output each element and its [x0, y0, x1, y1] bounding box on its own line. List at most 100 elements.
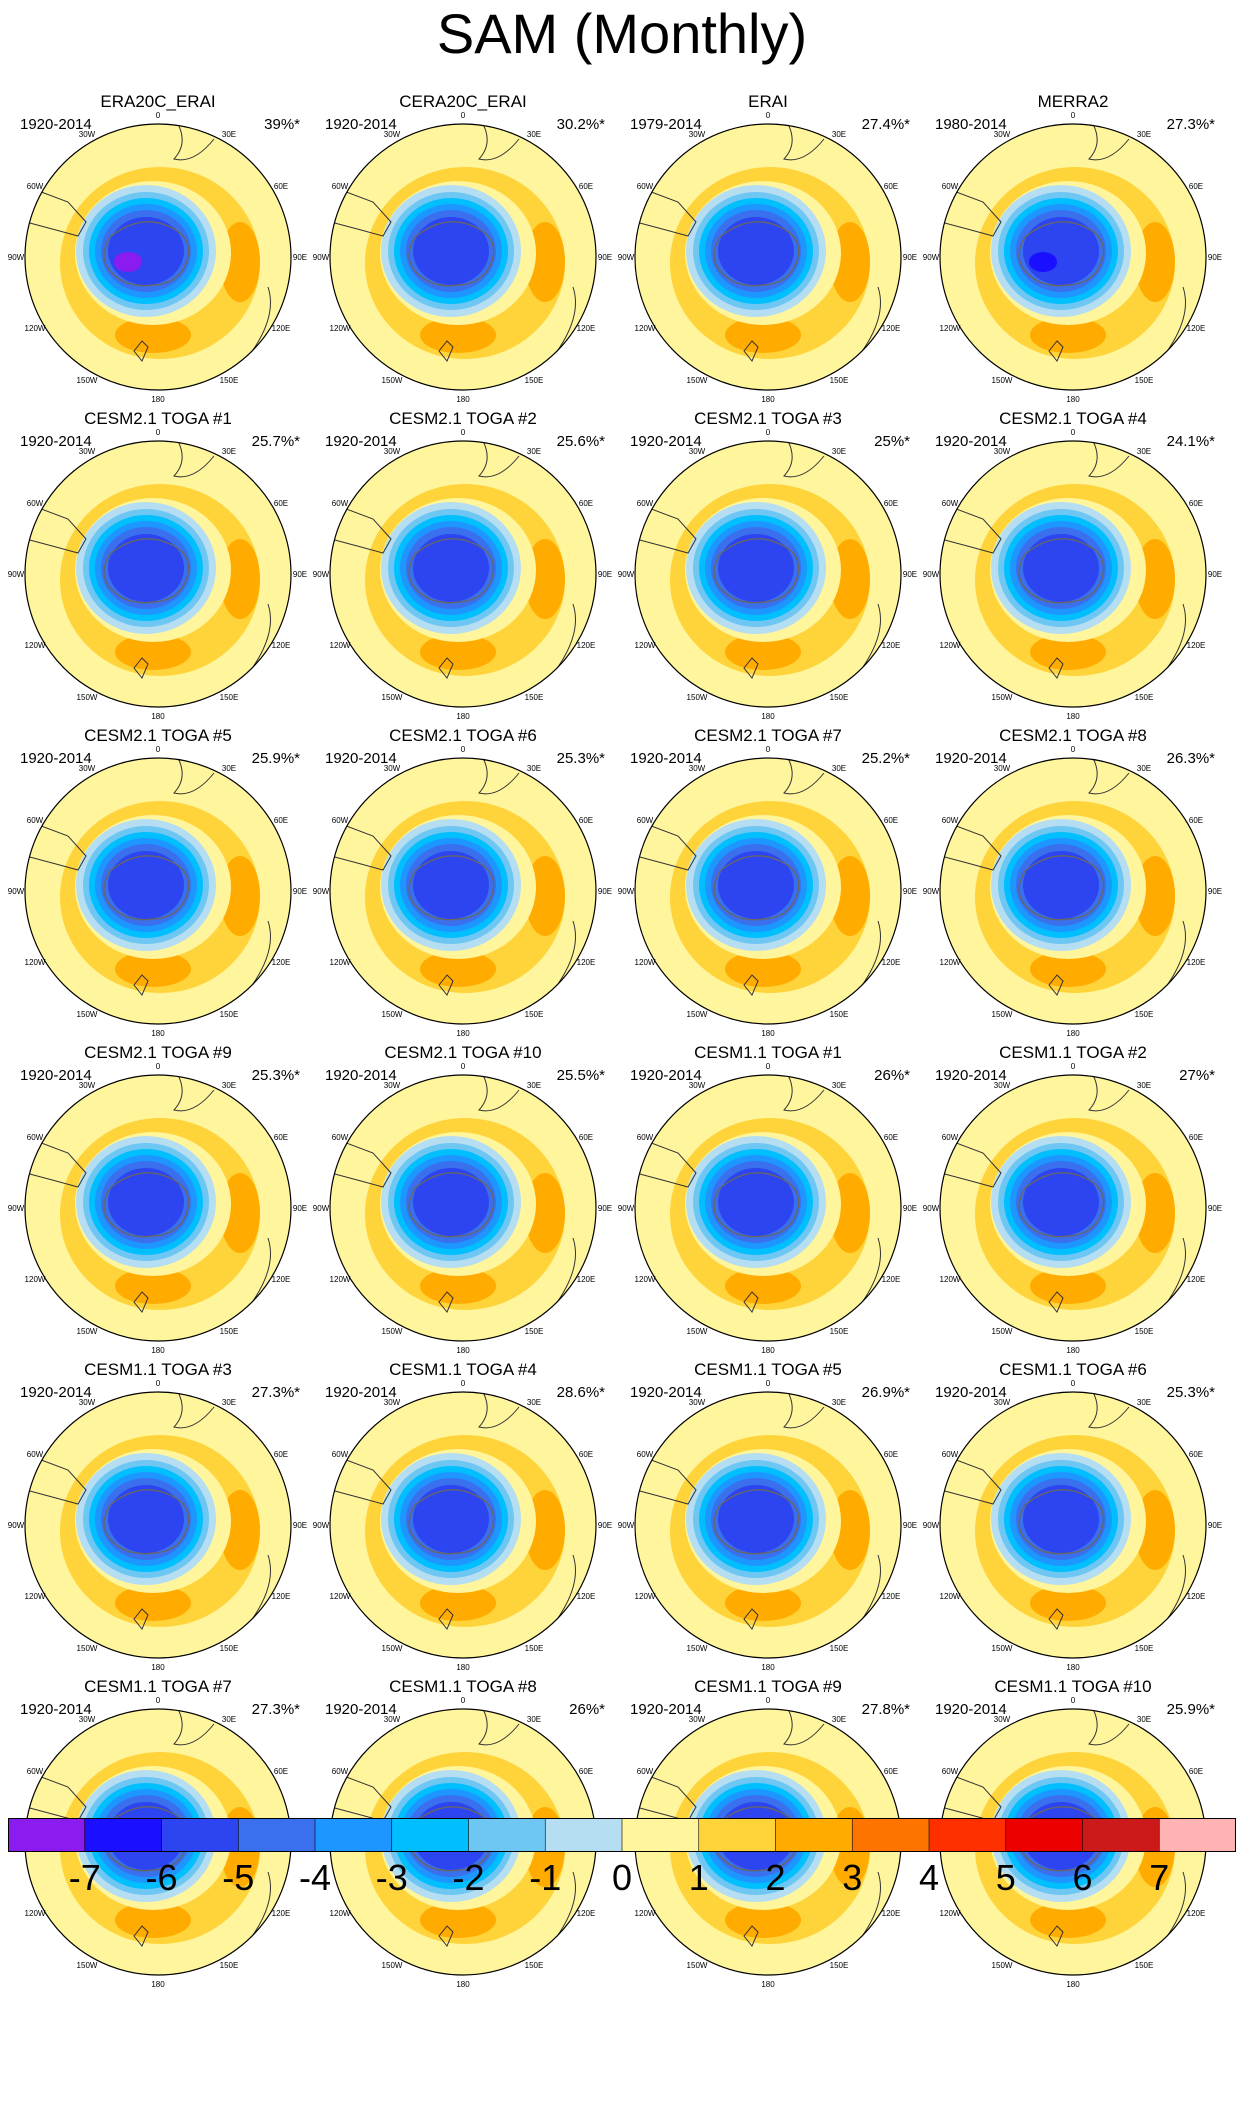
longitude-label: 30E	[527, 447, 541, 456]
longitude-label: 30E	[832, 1715, 846, 1724]
longitude-label: 0	[1071, 1380, 1076, 1388]
longitude-label: 30W	[689, 130, 706, 139]
longitude-label: 120W	[330, 1592, 351, 1601]
longitude-label: 30W	[384, 1398, 401, 1407]
panel-title: CESM2.1 TOGA #6	[389, 726, 537, 745]
map-panel: CESM2.1 TOGA #6 1920-2014 25.3%* 0 30E 60E 90E…	[313, 726, 613, 1046]
longitude-label: 0	[156, 1697, 161, 1705]
longitude-label: 120E	[577, 1592, 596, 1601]
longitude-label: 30E	[222, 764, 236, 773]
africa-coast	[783, 124, 825, 161]
longitude-label: 60E	[884, 499, 898, 508]
longitude-label: 30E	[832, 764, 846, 773]
longitude-label: 30E	[222, 447, 236, 456]
panel-period: 1920-2014	[630, 1384, 702, 1401]
map-frame	[24, 123, 292, 391]
panel-variance: 27.3%*	[251, 1384, 300, 1401]
positive-lobe-south	[725, 951, 801, 987]
longitude-label: 90E	[293, 570, 307, 579]
panel-variance: 24.1%*	[1166, 433, 1215, 450]
longitude-label: 120E	[577, 1909, 596, 1918]
colorbar-swatch	[391, 1818, 469, 1852]
colorbar-swatch	[622, 1818, 700, 1852]
longitude-label: 150W	[687, 1961, 708, 1970]
longitude-label: 180	[761, 1663, 775, 1672]
antarctica-outline	[713, 538, 800, 604]
africa-coast	[478, 441, 520, 478]
colorbar-swatch	[1159, 1818, 1236, 1852]
longitude-label: 120E	[1187, 958, 1206, 967]
polar-map: 0 30E 60E 90E 120E 150E 180 150W 120W 90W 60W 30W	[313, 112, 612, 404]
longitude-label: 120E	[577, 958, 596, 967]
map-frame	[24, 440, 292, 708]
longitude-label: 150W	[382, 693, 403, 702]
longitude-label: 60E	[1189, 182, 1203, 191]
panel-variance: 25.7%*	[251, 433, 300, 450]
africa-coast	[783, 1075, 825, 1112]
longitude-label: 90W	[313, 1204, 330, 1213]
longitude-label: 120W	[635, 958, 656, 967]
longitude-label: 90E	[903, 1204, 917, 1213]
longitude-label: 60E	[884, 182, 898, 191]
sam-pattern	[635, 124, 901, 390]
longitude-label: 150W	[77, 1327, 98, 1336]
longitude-label: 60W	[332, 182, 349, 191]
longitude-label: 90W	[8, 253, 25, 262]
longitude-label: 60E	[579, 499, 593, 508]
panel-variance: 25.9%*	[1166, 1701, 1215, 1718]
longitude-label: 60W	[332, 1133, 349, 1142]
longitude-label: 150E	[220, 693, 239, 702]
panel-period: 1920-2014	[325, 1384, 397, 1401]
colorbar-swatch	[468, 1818, 546, 1852]
map-panel: MERRA2 1980-2014 27.3%* 0 30E 60E 90E 120E 150E 1…	[923, 92, 1223, 412]
positive-lobe-south	[420, 1902, 496, 1938]
antarctica-outline	[713, 855, 800, 921]
negative-contour	[413, 534, 489, 602]
new-zealand-coast	[743, 1925, 759, 1947]
africa-coast	[478, 1075, 520, 1112]
sam-pattern	[940, 758, 1206, 1024]
longitude-label: 150W	[382, 1644, 403, 1653]
map-panel: CESM1.1 TOGA #4 1920-2014 28.6%* 0 30E 60E 90E…	[313, 1360, 613, 1680]
positive-lobe-south	[1030, 1585, 1106, 1621]
map-panel: CESM1.1 TOGA #2 1920-2014 27%* 0 30E 60E 90E 12…	[923, 1043, 1223, 1363]
longitude-label: 120E	[272, 1275, 291, 1284]
longitude-label: 60E	[1189, 1450, 1203, 1459]
positive-lobe-south	[115, 317, 191, 353]
longitude-label: 60W	[942, 816, 959, 825]
africa-coast	[478, 124, 520, 161]
colorbar-tick-label: 1	[688, 1857, 709, 1898]
panel-title: CESM1.1 TOGA #8	[389, 1677, 537, 1696]
negative-contour	[413, 1168, 489, 1236]
panel-title: CESM1.1 TOGA #5	[694, 1360, 842, 1379]
colorbar-tick-label: -1	[529, 1857, 562, 1898]
antarctica-outline	[713, 221, 800, 287]
longitude-label: 120E	[882, 958, 901, 967]
longitude-label: 180	[456, 712, 470, 721]
longitude-label: 180	[1066, 1980, 1080, 1989]
longitude-label: 150E	[525, 1961, 544, 1970]
negative-contour	[1023, 851, 1099, 919]
new-zealand-coast	[133, 1608, 149, 1630]
sam-pattern	[25, 1075, 291, 1341]
longitude-label: 60E	[274, 1133, 288, 1142]
panel-variance: 25.5%*	[556, 1067, 605, 1084]
positive-lobe-south	[115, 1902, 191, 1938]
panel-period: 1980-2014	[935, 116, 1007, 133]
longitude-label: 30W	[689, 764, 706, 773]
longitude-label: 0	[1071, 429, 1076, 437]
longitude-label: 30W	[384, 130, 401, 139]
sam-pattern	[940, 1392, 1206, 1658]
negative-contour	[413, 217, 489, 285]
longitude-label: 60W	[942, 499, 959, 508]
longitude-label: 150W	[687, 1010, 708, 1019]
longitude-label: 30E	[832, 447, 846, 456]
longitude-label: 30W	[384, 1081, 401, 1090]
longitude-label: 150W	[992, 693, 1013, 702]
longitude-label: 90W	[313, 570, 330, 579]
longitude-label: 30E	[527, 1715, 541, 1724]
panel-period: 1920-2014	[20, 750, 92, 767]
longitude-label: 150E	[1135, 376, 1154, 385]
sam-pattern	[330, 441, 596, 707]
longitude-label: 30E	[527, 764, 541, 773]
